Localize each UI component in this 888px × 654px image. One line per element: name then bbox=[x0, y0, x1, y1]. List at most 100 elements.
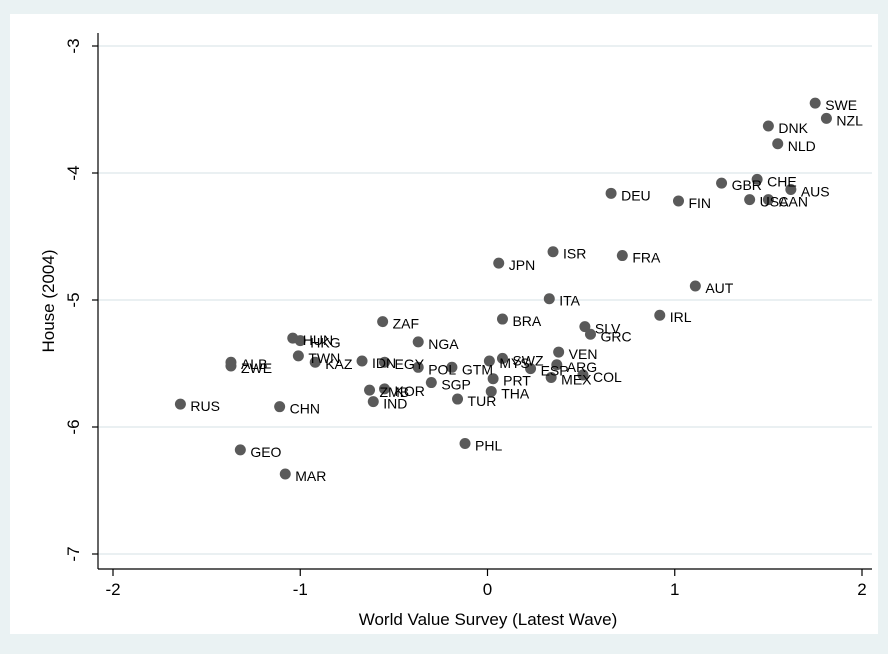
data-points bbox=[174, 97, 832, 480]
y-tick-label: -6 bbox=[64, 419, 83, 434]
data-point-geo bbox=[234, 444, 246, 456]
point-label-rus: RUS bbox=[190, 398, 220, 414]
data-point-tur bbox=[452, 393, 464, 405]
data-point-dnk bbox=[762, 120, 774, 132]
data-point-arg bbox=[551, 359, 563, 371]
y-tick-label: -3 bbox=[64, 38, 83, 53]
data-point-idn bbox=[356, 355, 368, 367]
point-label-grc: GRC bbox=[600, 328, 631, 344]
data-point-egy bbox=[379, 356, 391, 368]
data-point-jpn bbox=[493, 257, 505, 269]
data-point-kor bbox=[379, 383, 391, 395]
point-label-kaz: KAZ bbox=[325, 356, 353, 372]
point-label-chn: CHN bbox=[290, 401, 320, 417]
axes bbox=[97, 33, 872, 570]
point-label-hkg: HKG bbox=[310, 335, 340, 351]
point-label-isr: ISR bbox=[563, 246, 586, 262]
data-point-hkg bbox=[294, 335, 306, 347]
data-point-col bbox=[577, 369, 589, 381]
point-label-pol: POL bbox=[428, 361, 456, 377]
ticks: -7 -6 -5 -4 -3 -2 -1 0 1 2 bbox=[64, 38, 867, 599]
data-point-deu bbox=[605, 187, 617, 199]
x-tick-label: -1 bbox=[293, 580, 308, 599]
point-label-mys: MYS bbox=[499, 355, 529, 371]
point-label-prt: PRT bbox=[503, 373, 531, 389]
data-point-ind bbox=[367, 396, 379, 408]
data-point-bra bbox=[496, 313, 508, 325]
data-point-swe bbox=[809, 97, 821, 109]
data-point-twn bbox=[292, 350, 304, 362]
point-label-nld: NLD bbox=[788, 138, 816, 154]
point-label-zwe: ZWE bbox=[241, 360, 272, 376]
point-label-dnk: DNK bbox=[778, 120, 808, 136]
y-axis-title: House (2004) bbox=[39, 249, 58, 352]
point-label-idn: IDN bbox=[372, 355, 396, 371]
point-label-zmb: ZMB bbox=[380, 384, 410, 400]
data-point-aut bbox=[689, 280, 701, 292]
data-point-irl bbox=[654, 309, 666, 321]
data-point-sgp bbox=[425, 377, 437, 389]
point-label-ven: VEN bbox=[569, 346, 598, 362]
point-label-gbr: GBR bbox=[732, 177, 762, 193]
point-label-tha: THA bbox=[501, 385, 530, 401]
point-label-slv: SLV bbox=[595, 321, 621, 337]
point-label-can: CAN bbox=[778, 194, 808, 210]
point-label-geo: GEO bbox=[250, 444, 281, 460]
data-point-esp bbox=[525, 363, 537, 375]
point-label-aus: AUS bbox=[801, 184, 830, 200]
point-label-jpn: JPN bbox=[509, 257, 535, 273]
data-point-swz bbox=[496, 352, 508, 364]
data-point-mys bbox=[483, 355, 495, 367]
point-label-alb: ALB bbox=[241, 356, 267, 372]
data-point-zmb bbox=[364, 384, 376, 396]
point-label-aut: AUT bbox=[705, 280, 733, 296]
y-tick-label: -5 bbox=[64, 292, 83, 307]
data-point-ita bbox=[543, 293, 555, 305]
point-label-hun: HUN bbox=[303, 332, 333, 348]
point-label-zaf: ZAF bbox=[393, 316, 419, 332]
plot-background bbox=[10, 14, 878, 634]
data-point-kaz bbox=[309, 356, 321, 368]
data-point-phl bbox=[459, 438, 471, 450]
point-label-twn: TWN bbox=[308, 350, 340, 366]
data-point-fin bbox=[672, 195, 684, 207]
point-label-mex: MEX bbox=[561, 371, 592, 387]
data-point-nld bbox=[772, 138, 784, 150]
data-point-mex bbox=[545, 371, 557, 383]
data-point-isr bbox=[547, 246, 559, 258]
data-point-gtm bbox=[446, 361, 458, 373]
point-label-col: COL bbox=[593, 369, 622, 385]
x-axis-title: World Value Survey (Latest Wave) bbox=[359, 610, 618, 629]
point-label-che: CHE bbox=[767, 173, 797, 189]
point-label-swe: SWE bbox=[825, 97, 857, 113]
data-point-tha bbox=[485, 385, 497, 397]
point-label-nga: NGA bbox=[428, 336, 459, 352]
point-label-arg: ARG bbox=[567, 359, 597, 375]
y-tick-label: -4 bbox=[64, 165, 83, 180]
point-label-esp: ESP bbox=[541, 363, 569, 379]
y-tick-label: -7 bbox=[64, 546, 83, 561]
x-tick-label: 1 bbox=[670, 580, 679, 599]
point-label-bra: BRA bbox=[512, 313, 541, 329]
data-point-zwe bbox=[225, 360, 237, 372]
point-label-usa: USA bbox=[760, 194, 789, 210]
data-point-rus bbox=[174, 398, 186, 410]
data-point-mar bbox=[279, 468, 291, 480]
point-label-irl: IRL bbox=[670, 309, 692, 325]
data-point-aus bbox=[785, 184, 797, 196]
point-label-phl: PHL bbox=[475, 438, 502, 454]
data-point-usa bbox=[744, 194, 756, 206]
point-label-egy: EGY bbox=[395, 356, 425, 372]
data-point-fra bbox=[616, 250, 628, 262]
data-point-nzl bbox=[820, 112, 832, 124]
data-point-chn bbox=[274, 401, 286, 413]
x-tick-label: -2 bbox=[105, 580, 120, 599]
data-point-che bbox=[751, 173, 763, 185]
point-label-ita: ITA bbox=[559, 293, 580, 309]
data-point-ven bbox=[553, 346, 565, 358]
data-point-slv bbox=[579, 321, 591, 333]
point-label-fin: FIN bbox=[688, 195, 711, 211]
gridlines bbox=[98, 45, 872, 555]
